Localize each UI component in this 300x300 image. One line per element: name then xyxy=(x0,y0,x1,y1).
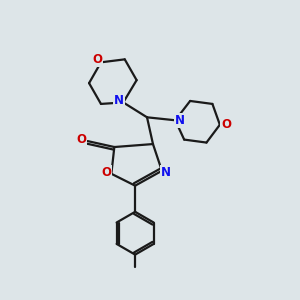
Text: O: O xyxy=(76,133,86,146)
Text: O: O xyxy=(92,53,102,66)
Text: O: O xyxy=(221,118,231,131)
Text: N: N xyxy=(160,166,170,179)
Text: O: O xyxy=(101,166,111,179)
Text: N: N xyxy=(114,94,124,107)
Text: N: N xyxy=(175,114,185,127)
